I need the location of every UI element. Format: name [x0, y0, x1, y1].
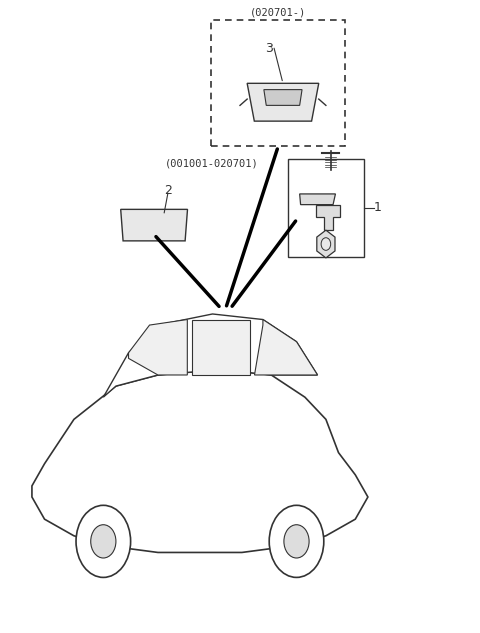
Polygon shape	[317, 230, 335, 258]
Polygon shape	[300, 194, 336, 204]
Text: (020701-): (020701-)	[250, 7, 306, 17]
Circle shape	[91, 525, 116, 558]
Polygon shape	[264, 90, 302, 105]
Polygon shape	[32, 370, 368, 553]
Polygon shape	[129, 320, 187, 375]
Text: 3: 3	[264, 42, 273, 55]
Circle shape	[269, 505, 324, 577]
Text: 1: 1	[373, 201, 382, 215]
Polygon shape	[247, 84, 319, 121]
Polygon shape	[316, 204, 340, 230]
Polygon shape	[103, 314, 317, 397]
Circle shape	[321, 238, 331, 250]
Polygon shape	[254, 320, 317, 375]
Polygon shape	[192, 320, 250, 375]
Polygon shape	[120, 210, 188, 241]
Text: 2: 2	[165, 184, 172, 197]
Text: (001001-020701): (001001-020701)	[165, 158, 258, 168]
Circle shape	[284, 525, 309, 558]
Circle shape	[76, 505, 131, 577]
